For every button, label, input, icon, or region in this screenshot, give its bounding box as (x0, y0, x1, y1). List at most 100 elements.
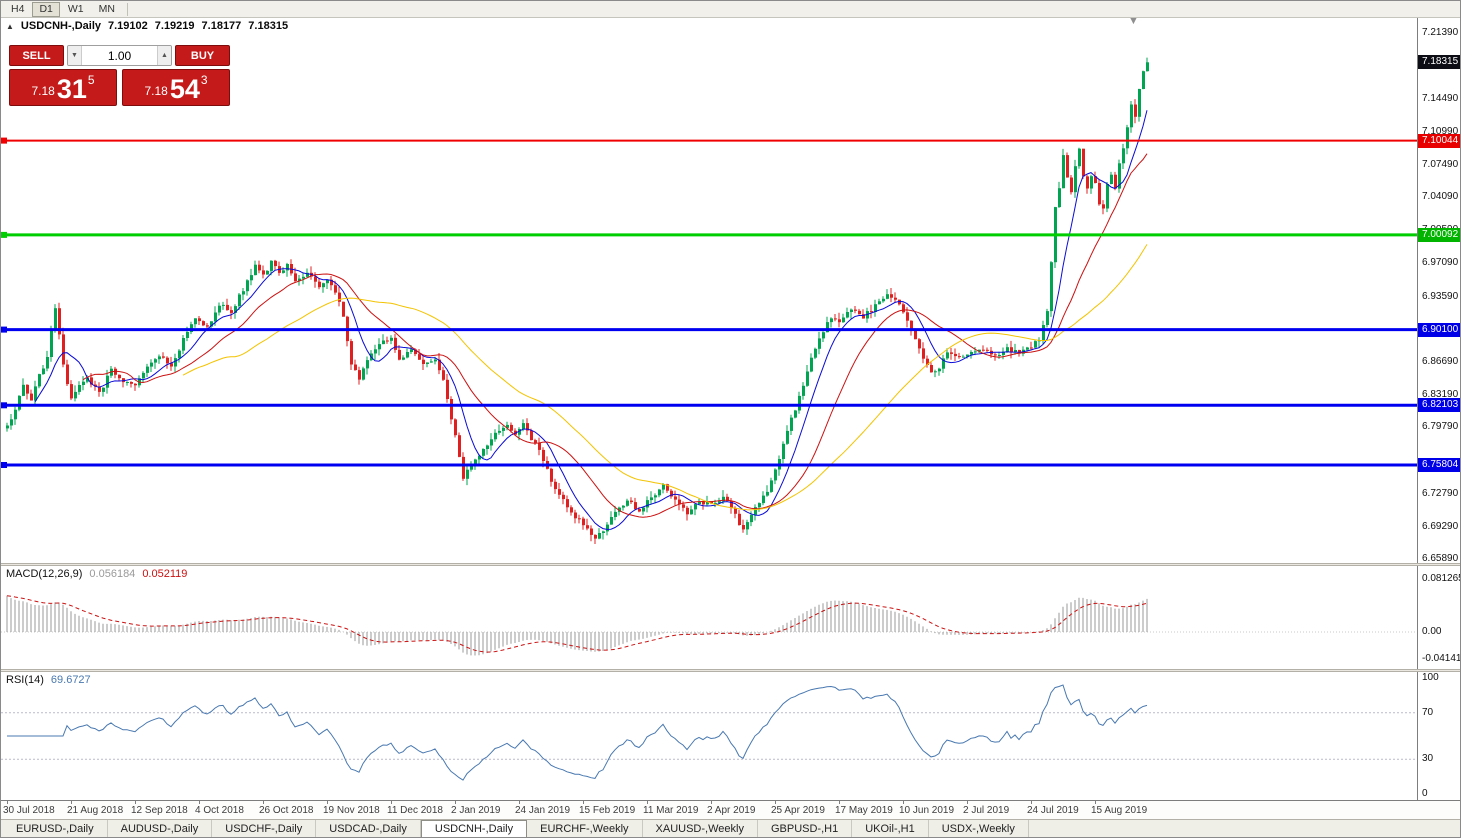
tab-audusd-daily[interactable]: AUDUSD-,Daily (108, 820, 213, 837)
tab-gbpusd-h1[interactable]: GBPUSD-,H1 (758, 820, 853, 837)
price-tick: 6.93590 (1422, 290, 1459, 302)
date-label: 24 Jul 2019 (1027, 805, 1079, 816)
date-label: 11 Dec 2018 (387, 805, 443, 816)
price-tick: 7.21390 (1422, 27, 1459, 39)
rsi-label: RSI(14) 69.6727 (6, 674, 91, 686)
quote-low: 7.18177 (201, 20, 242, 32)
tab-xauusd-weekly[interactable]: XAUUSD-,Weekly (643, 820, 758, 837)
date-tick (7, 801, 8, 804)
price-badge: 6.75804 (1418, 458, 1460, 472)
toolbar-separator (126, 2, 128, 16)
date-tick (1095, 801, 1096, 804)
buy-price-prefix: 7.18 (144, 84, 168, 98)
date-tick (455, 801, 456, 804)
date-tick (199, 801, 200, 804)
pane-splitter-macd[interactable] (1, 563, 1460, 566)
price-tick: 6.83190 (1422, 389, 1459, 400)
timeframe-button-w1[interactable]: W1 (67, 3, 84, 15)
macd-tick: 0.00 (1422, 626, 1442, 637)
buy-price-display[interactable]: 7.18 54 3 (122, 69, 230, 106)
rsi-line (7, 684, 1148, 781)
time-axis[interactable]: 30 Jul 2018 21 Aug 2018 12 Sep 2018 4 Oct 2… (1, 800, 1460, 819)
date-label: 4 Oct 2018 (195, 805, 244, 816)
date-tick (647, 801, 648, 804)
volume-spinner[interactable]: ▼ 1.00 ▲ (67, 45, 172, 66)
date-label: 19 Nov 2018 (323, 805, 380, 816)
quote-high: 7.19219 (154, 20, 195, 32)
rsi-axis[interactable]: 100 70 30 0 (1417, 672, 1460, 800)
price-tick: 6.69290 (1422, 520, 1459, 532)
rsi-tick: 100 (1422, 672, 1439, 683)
date-tick (71, 801, 72, 804)
date-tick (583, 801, 584, 804)
collapse-panel-icon[interactable]: ▲ (6, 21, 14, 31)
date-label: 2 Apr 2019 (707, 805, 756, 816)
date-label: 24 Jan 2019 (515, 805, 571, 816)
date-label: 25 Apr 2019 (771, 805, 825, 816)
rsi-tick: 70 (1422, 706, 1434, 718)
macd-pane[interactable]: MACD(12,26,9) 0.056184 0.052119 (1, 566, 1417, 669)
pane-splitter-rsi[interactable] (1, 669, 1460, 672)
macd-axis[interactable]: 0.081265 0.00 -0.041412 (1417, 566, 1461, 669)
tab-eurusd-daily[interactable]: EURUSD-,Daily (3, 820, 108, 837)
date-label: 17 May 2019 (835, 805, 893, 816)
date-tick (391, 801, 392, 804)
rsi-tick: 0 (1422, 788, 1428, 799)
candlestick-chart[interactable] (1, 18, 1417, 563)
price-badge: 7.00092 (1418, 227, 1460, 242)
volume-increase-icon[interactable]: ▲ (157, 46, 171, 65)
tab-usdcad-daily[interactable]: USDCAD-,Daily (316, 820, 421, 837)
date-tick (519, 801, 520, 804)
timeframe-toolbar: H4 D1 W1 MN (1, 1, 1460, 18)
price-axis[interactable]: 7.213907.144907.109907.074907.040907.005… (1417, 18, 1460, 563)
rsi-level-lines (1, 712, 1417, 760)
timeframe-button-d1[interactable]: D1 (32, 1, 60, 17)
macd-tick: -0.041412 (1422, 653, 1461, 664)
quote-close: 7.18315 (248, 20, 289, 32)
sell-price-pips: 31 (56, 74, 87, 104)
macd-tick: 0.081265 (1422, 573, 1461, 584)
support-resistance-lines[interactable] (1, 137, 1417, 468)
date-label: 2 Jan 2019 (451, 805, 501, 816)
sell-price-point: 5 (87, 73, 95, 87)
buy-button[interactable]: BUY (175, 45, 230, 66)
date-tick (775, 801, 776, 804)
volume-value[interactable]: 1.00 (107, 48, 132, 63)
price-tick: 6.97090 (1422, 257, 1459, 269)
main-chart-pane[interactable]: ▼ ▲ USDCNH-,Daily 7.19102 7.19219 7.1817… (1, 18, 1417, 563)
date-label: 21 Aug 2018 (67, 805, 124, 816)
timeframe-button-h4[interactable]: H4 (11, 3, 25, 15)
date-label: 26 Oct 2018 (259, 805, 314, 816)
sell-button[interactable]: SELL (9, 45, 64, 66)
buy-price-pips: 54 (169, 74, 200, 104)
buy-price-point: 3 (200, 73, 208, 87)
date-tick (1031, 801, 1032, 804)
price-tick: 7.14490 (1422, 92, 1459, 104)
tab-eurchf-weekly[interactable]: EURCHF-,Weekly (527, 820, 643, 837)
tab-usdx-weekly[interactable]: USDX-,Weekly (929, 820, 1029, 837)
date-tick (263, 801, 264, 804)
quote-open: 7.19102 (108, 20, 148, 32)
date-tick (711, 801, 712, 804)
volume-decrease-icon[interactable]: ▼ (68, 46, 82, 65)
rsi-pane[interactable]: RSI(14) 69.6727 (1, 672, 1417, 800)
quote-line: ▲ USDCNH-,Daily 7.19102 7.19219 7.18177 … (6, 20, 288, 32)
date-label: 30 Jul 2018 (3, 805, 55, 816)
tab-usdchf-daily[interactable]: USDCHF-,Daily (212, 820, 317, 837)
candles-series (6, 57, 1149, 544)
date-label: 10 Jun 2019 (899, 805, 955, 816)
rsi-chart[interactable] (1, 672, 1417, 800)
sell-price-display[interactable]: 7.18 31 5 (9, 69, 117, 106)
tab-usdcnh-daily[interactable]: USDCNH-,Daily (420, 820, 528, 837)
price-tick: 7.07490 (1422, 158, 1459, 170)
one-click-trading-panel: SELL ▼ 1.00 ▲ BUY 7.18 31 5 7.18 54 3 (9, 45, 230, 106)
price-tick: 7.04090 (1422, 191, 1459, 202)
price-badge: 7.10044 (1418, 133, 1460, 148)
macd-chart[interactable] (1, 566, 1417, 669)
price-tick: 6.86690 (1422, 355, 1459, 367)
timeframe-button-mn[interactable]: MN (98, 3, 115, 15)
tab-ukoil-h1[interactable]: UKOil-,H1 (852, 820, 929, 837)
date-label: 11 Mar 2019 (643, 805, 699, 816)
date-label: 15 Feb 2019 (579, 805, 636, 816)
